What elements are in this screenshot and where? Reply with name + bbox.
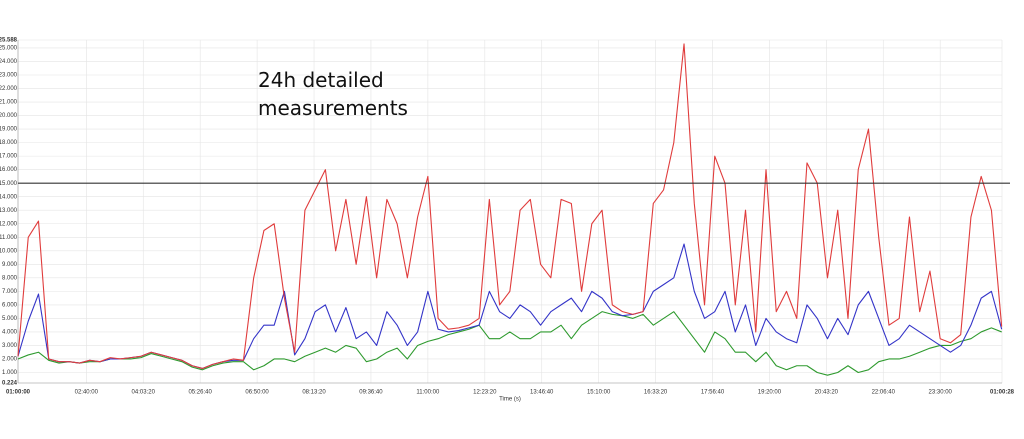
- x-tick-label: 04:03:20: [132, 390, 156, 396]
- y-tick-label: 1.000: [2, 370, 18, 376]
- y-tick-label: 20.000: [0, 113, 18, 119]
- x-tick-label: 17:56:40: [701, 390, 725, 396]
- y-tick-label: 17.000: [0, 154, 18, 160]
- x-tick-label: 12:23:20: [473, 390, 497, 396]
- y-tick-label: 25.588: [0, 38, 18, 44]
- x-axis-label: Time (s): [499, 397, 521, 403]
- x-tick-label: 23:30:00: [929, 390, 953, 396]
- y-tick-label: 4.000: [2, 330, 18, 336]
- y-tick-label: 25.000: [0, 46, 18, 52]
- x-tick-label: 05:26:40: [188, 390, 212, 396]
- y-tick-label: 14.000: [0, 194, 18, 200]
- y-tick-label: 7.000: [2, 289, 18, 295]
- y-tick-label: 23.000: [0, 73, 18, 79]
- y-tick-label: 8.000: [2, 275, 18, 281]
- series-line: [17, 43, 1003, 369]
- y-tick-label: 6.000: [2, 302, 18, 308]
- y-tick-label: 9.000: [2, 262, 18, 268]
- y-tick-label: 0.224: [2, 381, 18, 387]
- y-tick-label: 22.000: [0, 86, 18, 92]
- x-tick-label: 19:20:00: [758, 390, 782, 396]
- y-tick-label: 5.000: [2, 316, 18, 322]
- x-tick-label: 22:06:40: [872, 390, 896, 396]
- series-line: [17, 243, 1003, 369]
- x-tick-label: 15:10:00: [587, 390, 611, 396]
- y-tick-label: 3.000: [2, 343, 18, 349]
- x-tick-label: 20:43:20: [815, 390, 839, 396]
- x-tick-label: 16:33:20: [644, 390, 668, 396]
- x-tick-label: 01:00:28: [990, 390, 1015, 396]
- y-tick-label: 15.000: [0, 181, 18, 187]
- y-tick-label: 12.000: [0, 221, 18, 227]
- x-tick-label: 13:46:40: [530, 390, 554, 396]
- x-tick-label: 11:00:00: [416, 390, 440, 396]
- x-tick-label: 08:13:20: [302, 390, 326, 396]
- y-tick-label: 2.000: [2, 357, 18, 363]
- y-tick-label: 10.000: [0, 248, 18, 254]
- y-tick-label: 16.000: [0, 167, 18, 173]
- x-tick-label: 06:50:00: [245, 390, 269, 396]
- y-tick-label: 19.000: [0, 127, 18, 133]
- annotation: 24h detailed measurements: [258, 68, 408, 120]
- x-tick-label: 01:00:00: [6, 390, 31, 396]
- x-tick-label: 09:36:40: [359, 390, 383, 396]
- y-tick-label: 24.000: [0, 59, 18, 65]
- y-tick-label: 21.000: [0, 100, 18, 106]
- y-tick-label: 11.000: [0, 235, 18, 241]
- y-tick-label: 13.000: [0, 208, 18, 214]
- x-tick-label: 02:40:00: [75, 390, 99, 396]
- series-line: [17, 311, 1002, 376]
- y-tick-label: 18.000: [0, 140, 18, 146]
